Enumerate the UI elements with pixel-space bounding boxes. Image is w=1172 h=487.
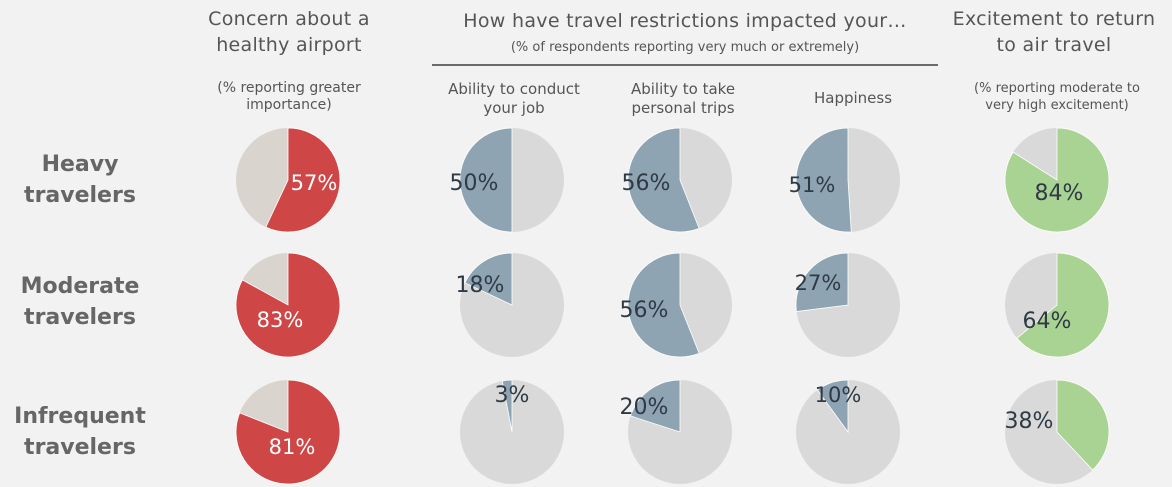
row-label-heavy-line1: Heavy <box>41 152 119 177</box>
restrictions-title: How have travel restrictions impacted yo… <box>463 10 907 32</box>
pie-slice-trips-infrequent <box>630 379 681 433</box>
excitement-subtitle-line1: (% reporting moderate to <box>974 81 1140 96</box>
pie-slice-excitement-heavy <box>1004 127 1110 233</box>
restrictions-subtitle: (% of respondents reporting very much or… <box>510 40 860 55</box>
excitement-title-line2: to air travel <box>996 34 1112 56</box>
excitement-subtitle-line2: very high excitement) <box>985 98 1129 113</box>
excitement-title-line1: Excitement to return <box>952 8 1156 30</box>
column-job-line1: Ability to conduct <box>448 80 580 98</box>
concern-subtitle: (% reporting greater importance) <box>180 80 398 114</box>
row-label-infrequent-line1: Infrequent <box>14 404 146 429</box>
pie-slice-happiness-infrequent <box>816 379 849 434</box>
row-label-infrequent-line2: travelers <box>24 435 136 460</box>
pie-excitement-heavy: 84% <box>1004 127 1110 233</box>
pie-label-trips-infrequent: 20% <box>620 395 669 420</box>
pie-label-happiness-moderate: 27% <box>795 271 842 295</box>
pie-happiness-heavy: 51% <box>789 127 900 233</box>
pie-label-job-heavy: 50% <box>450 171 499 196</box>
concern-subtitle-line2: importance) <box>246 97 332 113</box>
pie-concern-moderate: 83% <box>235 252 341 358</box>
pie-slice-happiness-moderate <box>795 252 849 312</box>
pie-concern-infrequent: 81% <box>235 379 341 485</box>
pie-happiness-infrequent: 10% <box>796 379 900 484</box>
pie-label-concern-heavy: 57% <box>291 171 338 195</box>
excitement-subtitle: (% reporting moderate to very high excit… <box>944 80 1170 114</box>
pie-label-concern-moderate: 83% <box>257 308 304 332</box>
concern-title-line1: Concern about a <box>208 8 370 30</box>
pie-excitement-moderate: 64% <box>1005 252 1110 358</box>
pie-slice-trips-moderate <box>627 252 700 358</box>
pie-job-infrequent: 3% <box>460 379 564 484</box>
pie-label-happiness-infrequent: 10% <box>815 383 862 407</box>
pie-label-excitement-heavy: 84% <box>1035 181 1084 206</box>
pie-trips-heavy: 56% <box>622 127 732 233</box>
row-label-moderate-line1: Moderate <box>20 274 140 299</box>
pie-label-trips-moderate: 56% <box>620 298 669 323</box>
pie-slice-job-heavy <box>459 127 513 233</box>
column-job-line2: your job <box>483 99 545 117</box>
pie-concern-heavy: 57% <box>236 127 341 233</box>
pie-slice-excitement-moderate <box>1016 252 1110 358</box>
pie-label-trips-heavy: 56% <box>622 171 671 196</box>
column-trips-line2: personal trips <box>631 99 735 117</box>
concern-title: Concern about a healthy airport <box>170 6 408 58</box>
pie-job-heavy: 50% <box>450 127 564 233</box>
pie-slice-happiness-heavy <box>795 127 852 233</box>
pie-job-moderate: 18% <box>456 252 564 357</box>
pie-label-excitement-infrequent: 38% <box>1005 409 1054 434</box>
pie-slice-trips-heavy <box>627 127 700 233</box>
column-happiness-line1: Happiness <box>813 89 893 107</box>
column-trips-line1: Ability to take <box>630 80 736 98</box>
concern-title-line2: healthy airport <box>216 34 362 56</box>
pie-slice-concern-infrequent <box>235 379 341 485</box>
pie-trips-moderate: 56% <box>620 252 732 358</box>
pie-label-excitement-moderate: 64% <box>1023 309 1072 334</box>
row-label-moderate-line2: travelers <box>24 305 136 330</box>
pie-label-job-infrequent: 3% <box>495 383 530 408</box>
pie-trips-infrequent: 20% <box>620 379 732 484</box>
excitement-title: Excitement to return to air travel <box>936 6 1172 58</box>
pie-slice-concern-moderate <box>235 252 341 358</box>
pie-happiness-moderate: 27% <box>795 252 900 357</box>
pie-label-happiness-heavy: 51% <box>789 173 836 197</box>
pie-slice-job-moderate <box>464 252 513 306</box>
row-label-heavy: Heavy travelers <box>0 149 160 211</box>
concern-subtitle-line1: (% reporting greater <box>217 80 361 96</box>
row-label-infrequent: Infrequent travelers <box>0 401 160 463</box>
pie-excitement-infrequent: 38% <box>1005 379 1110 484</box>
pie-slice-excitement-infrequent <box>1056 379 1110 471</box>
pie-slice-concern-heavy <box>265 127 341 233</box>
pie-label-concern-infrequent: 81% <box>269 435 316 459</box>
pie-label-job-moderate: 18% <box>456 273 505 298</box>
column-trips-header: Ability to take personal trips <box>593 80 773 118</box>
column-happiness-header: Happiness <box>763 89 943 108</box>
column-job-header: Ability to conduct your job <box>424 80 604 118</box>
pie-slice-job-infrequent <box>501 379 513 433</box>
row-label-moderate: Moderate travelers <box>0 271 160 333</box>
row-label-heavy-line2: travelers <box>24 183 136 208</box>
restrictions-divider <box>432 64 938 66</box>
